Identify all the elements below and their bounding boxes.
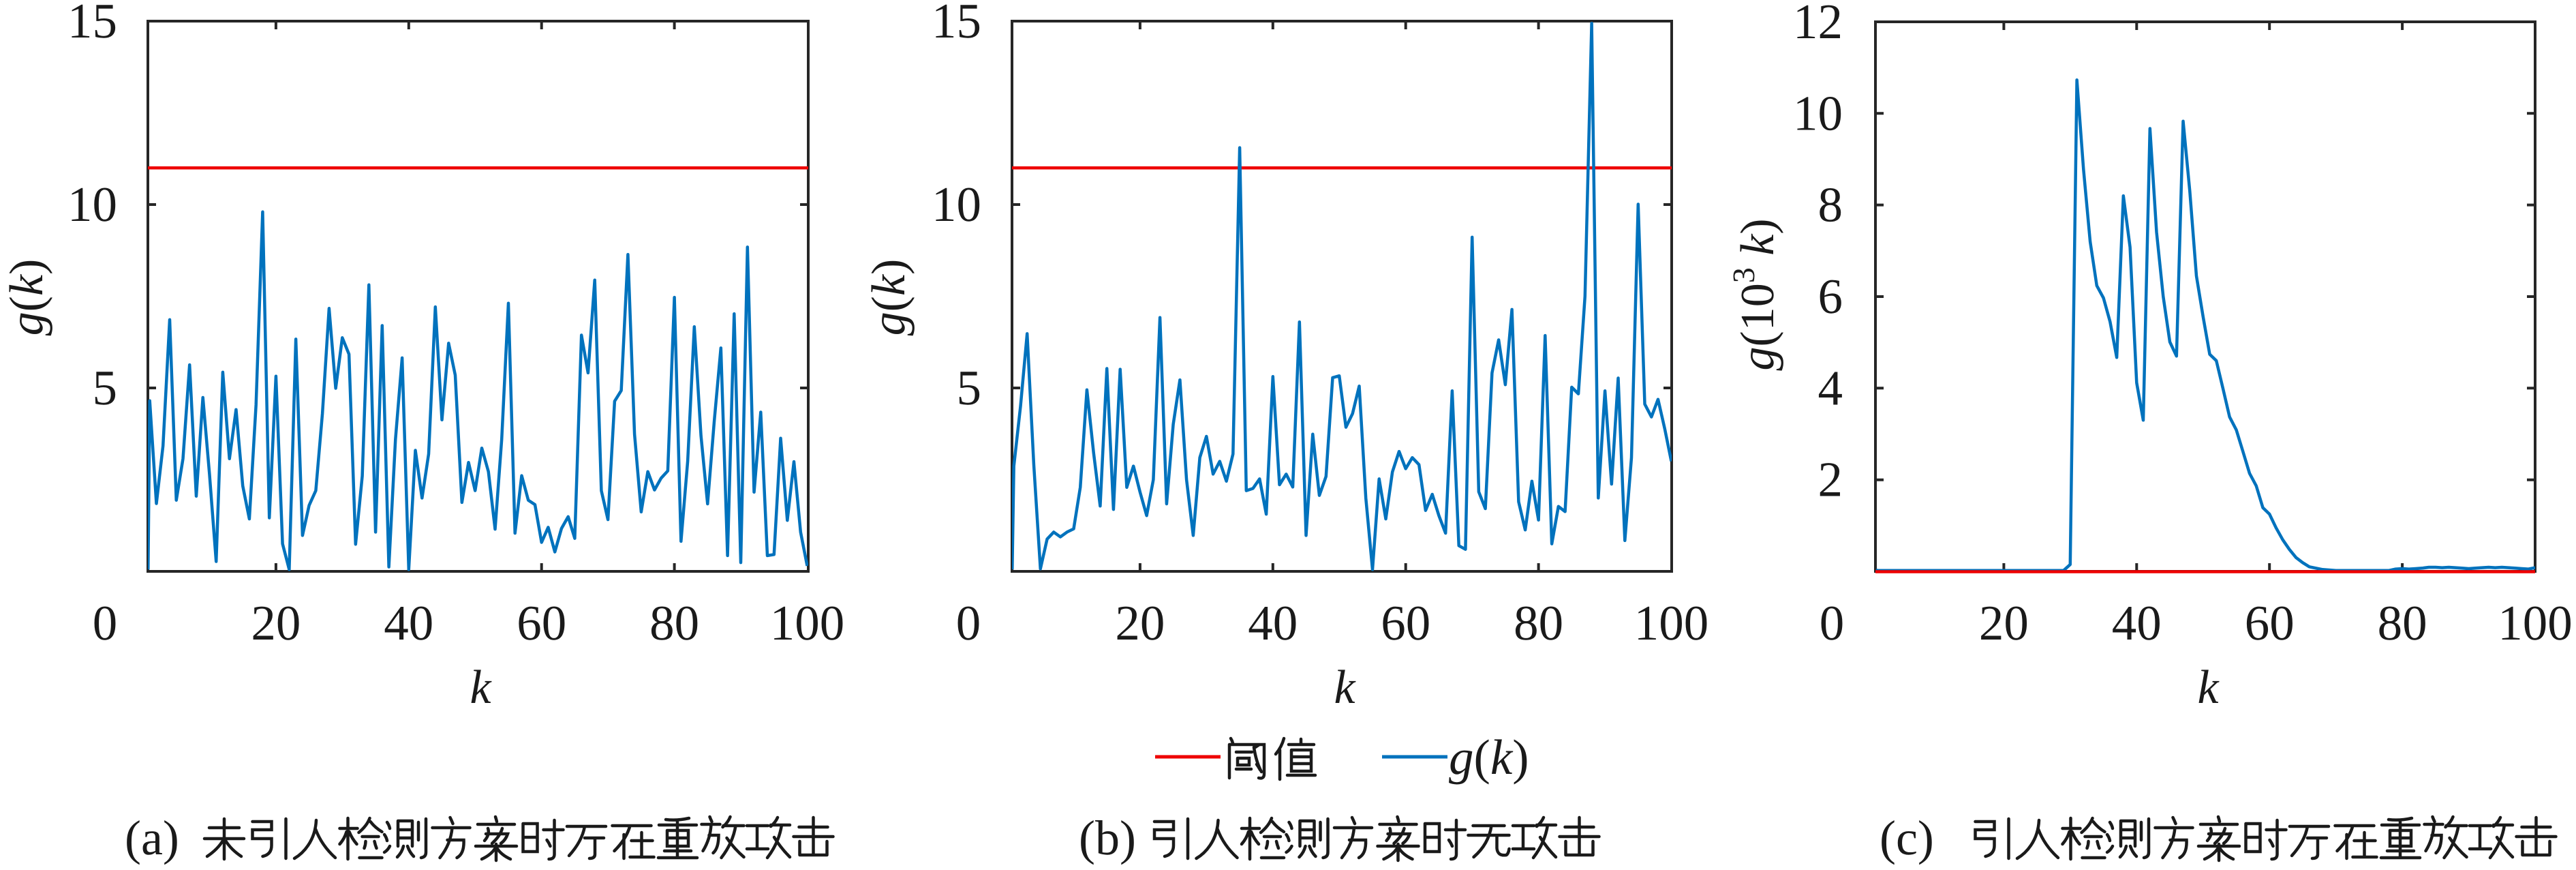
svg-text:g(k): g(k) — [1, 259, 53, 336]
svg-text:g(k): g(k) — [863, 259, 915, 336]
svg-text:k: k — [2197, 661, 2220, 714]
svg-text:5: 5 — [957, 360, 982, 415]
svg-text:60: 60 — [1381, 595, 1430, 650]
svg-text:0: 0 — [1820, 595, 1845, 650]
svg-text:g(103 k): g(103 k) — [1726, 218, 1784, 370]
svg-text:4: 4 — [1818, 360, 1843, 415]
svg-text:(c): (c) — [1880, 811, 1934, 865]
svg-text:k: k — [470, 661, 492, 714]
svg-text:(b): (b) — [1079, 811, 1136, 865]
svg-text:k: k — [1334, 661, 1356, 714]
svg-text:40: 40 — [1248, 595, 1298, 650]
svg-text:15: 15 — [932, 0, 981, 48]
svg-text:10: 10 — [932, 177, 981, 232]
svg-text:60: 60 — [517, 595, 566, 650]
svg-text:0: 0 — [93, 595, 118, 650]
svg-text:0: 0 — [956, 595, 981, 650]
svg-text:6: 6 — [1818, 269, 1843, 324]
svg-text:80: 80 — [649, 595, 699, 650]
svg-text:8: 8 — [1818, 177, 1843, 232]
svg-text:20: 20 — [1115, 595, 1165, 650]
svg-text:100: 100 — [770, 595, 845, 650]
svg-text:100: 100 — [1634, 595, 1709, 650]
svg-text:20: 20 — [251, 595, 301, 650]
svg-text:80: 80 — [1514, 595, 1563, 650]
svg-text:80: 80 — [2378, 595, 2427, 650]
svg-text:20: 20 — [1979, 595, 2029, 650]
svg-text:40: 40 — [2112, 595, 2162, 650]
svg-text:40: 40 — [384, 595, 433, 650]
svg-text:10: 10 — [1793, 85, 1843, 140]
svg-text:5: 5 — [93, 360, 118, 415]
svg-text:g(k): g(k) — [1449, 730, 1529, 785]
svg-text:15: 15 — [67, 0, 117, 48]
svg-text:100: 100 — [2498, 595, 2573, 650]
svg-text:60: 60 — [2245, 595, 2295, 650]
svg-text:10: 10 — [67, 177, 117, 232]
svg-text:12: 12 — [1793, 0, 1843, 49]
svg-text:(a): (a) — [125, 811, 179, 865]
svg-text:2: 2 — [1818, 452, 1843, 507]
